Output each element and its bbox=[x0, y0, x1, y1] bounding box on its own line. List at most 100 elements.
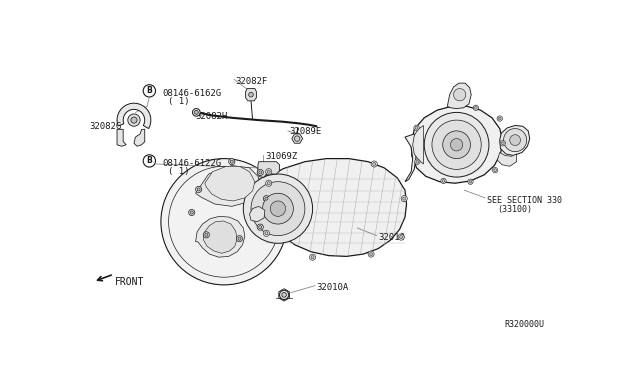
Text: 32010A: 32010A bbox=[316, 283, 349, 292]
Circle shape bbox=[193, 109, 200, 116]
Circle shape bbox=[424, 112, 489, 177]
Polygon shape bbox=[246, 89, 257, 101]
Polygon shape bbox=[405, 134, 417, 182]
Circle shape bbox=[414, 125, 419, 131]
Circle shape bbox=[474, 106, 477, 109]
Circle shape bbox=[509, 135, 520, 145]
Circle shape bbox=[415, 126, 418, 129]
Circle shape bbox=[243, 174, 312, 243]
Circle shape bbox=[473, 105, 479, 110]
Circle shape bbox=[432, 120, 481, 169]
Circle shape bbox=[190, 211, 193, 214]
Circle shape bbox=[415, 159, 420, 164]
Polygon shape bbox=[205, 166, 255, 201]
Circle shape bbox=[267, 182, 270, 185]
Circle shape bbox=[398, 234, 404, 240]
Text: 32082G: 32082G bbox=[90, 122, 122, 131]
Polygon shape bbox=[258, 162, 280, 177]
Circle shape bbox=[368, 251, 374, 257]
Circle shape bbox=[204, 232, 209, 238]
Text: 32082F: 32082F bbox=[236, 77, 268, 86]
Circle shape bbox=[228, 158, 235, 165]
Polygon shape bbox=[117, 103, 151, 129]
Polygon shape bbox=[497, 153, 516, 166]
Circle shape bbox=[468, 179, 473, 185]
Text: (33100): (33100) bbox=[497, 205, 532, 214]
Circle shape bbox=[257, 224, 263, 230]
Polygon shape bbox=[413, 125, 424, 164]
Circle shape bbox=[249, 92, 253, 97]
Text: R320000U: R320000U bbox=[504, 320, 545, 328]
Polygon shape bbox=[134, 129, 145, 146]
Circle shape bbox=[416, 160, 419, 163]
Text: B: B bbox=[147, 156, 152, 166]
Circle shape bbox=[500, 141, 506, 146]
Polygon shape bbox=[292, 134, 303, 143]
Circle shape bbox=[282, 293, 287, 297]
Circle shape bbox=[265, 232, 268, 235]
Circle shape bbox=[499, 117, 501, 120]
Circle shape bbox=[128, 114, 140, 126]
Circle shape bbox=[454, 89, 466, 101]
Circle shape bbox=[311, 256, 314, 259]
Circle shape bbox=[497, 116, 502, 121]
Text: 32010: 32010 bbox=[378, 232, 405, 241]
Circle shape bbox=[262, 193, 293, 224]
Circle shape bbox=[280, 290, 289, 299]
Circle shape bbox=[161, 158, 287, 285]
Circle shape bbox=[493, 169, 497, 171]
Circle shape bbox=[251, 182, 305, 235]
Circle shape bbox=[259, 171, 262, 174]
Circle shape bbox=[501, 142, 504, 145]
Polygon shape bbox=[500, 125, 530, 155]
Polygon shape bbox=[196, 166, 259, 206]
Circle shape bbox=[230, 160, 234, 163]
Circle shape bbox=[266, 180, 272, 186]
Circle shape bbox=[205, 233, 208, 236]
Circle shape bbox=[310, 254, 316, 260]
Circle shape bbox=[238, 237, 241, 240]
Circle shape bbox=[236, 235, 243, 242]
Text: ( 1): ( 1) bbox=[168, 97, 189, 106]
Circle shape bbox=[263, 196, 269, 202]
Circle shape bbox=[270, 201, 285, 217]
Polygon shape bbox=[204, 221, 237, 253]
Text: B: B bbox=[147, 86, 152, 95]
Circle shape bbox=[196, 186, 202, 192]
Polygon shape bbox=[411, 106, 503, 183]
Text: 32089E: 32089E bbox=[289, 127, 322, 136]
Polygon shape bbox=[265, 158, 406, 256]
Circle shape bbox=[257, 169, 263, 176]
Circle shape bbox=[443, 131, 470, 158]
Circle shape bbox=[131, 117, 137, 123]
Polygon shape bbox=[447, 83, 471, 109]
Circle shape bbox=[263, 230, 269, 236]
Circle shape bbox=[294, 136, 300, 141]
Circle shape bbox=[267, 170, 270, 173]
Polygon shape bbox=[117, 129, 126, 146]
Circle shape bbox=[189, 209, 195, 216]
Circle shape bbox=[369, 253, 372, 256]
Circle shape bbox=[401, 196, 407, 202]
Text: 32082H: 32082H bbox=[196, 112, 228, 121]
Circle shape bbox=[399, 235, 403, 239]
Circle shape bbox=[265, 197, 268, 200]
Text: 08146-6162G: 08146-6162G bbox=[163, 89, 221, 97]
Circle shape bbox=[469, 180, 472, 183]
Text: 31069Z: 31069Z bbox=[265, 153, 297, 161]
Text: 08146-6122G: 08146-6122G bbox=[163, 158, 221, 168]
Circle shape bbox=[197, 188, 200, 191]
Circle shape bbox=[372, 163, 376, 166]
Circle shape bbox=[504, 129, 527, 152]
Polygon shape bbox=[196, 217, 245, 257]
Circle shape bbox=[266, 169, 272, 175]
Circle shape bbox=[441, 178, 446, 184]
Text: SEE SECTION 330: SEE SECTION 330 bbox=[486, 196, 562, 205]
Circle shape bbox=[195, 110, 198, 114]
Circle shape bbox=[492, 167, 498, 173]
Circle shape bbox=[259, 225, 262, 229]
Text: FRONT: FRONT bbox=[115, 277, 144, 287]
Circle shape bbox=[451, 139, 463, 151]
Polygon shape bbox=[250, 206, 265, 222]
Circle shape bbox=[371, 161, 378, 167]
